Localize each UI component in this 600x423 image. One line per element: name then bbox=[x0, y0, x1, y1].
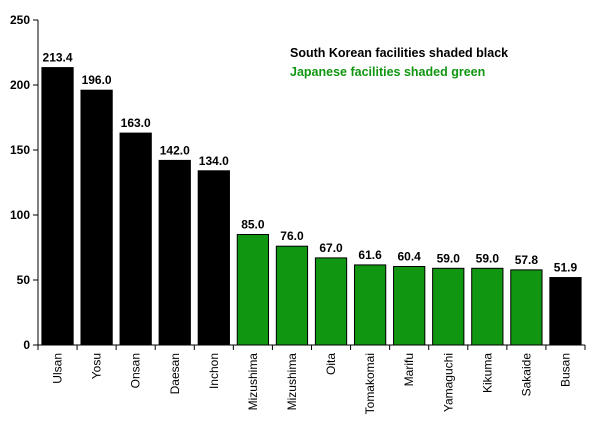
category-label: Kikuma bbox=[480, 353, 494, 393]
category-label: Marifu bbox=[402, 353, 416, 386]
data-label: 196.0 bbox=[82, 73, 112, 87]
chart-legend: South Korean facilities shaded black Jap… bbox=[290, 46, 508, 79]
chart-category-labels: Ulsan Yosu Onsan Daesan Inchon Mizushima Mizus… bbox=[51, 353, 573, 415]
data-label: 134.0 bbox=[199, 154, 229, 168]
bar-onsan bbox=[119, 132, 152, 346]
bar-inchon bbox=[197, 170, 230, 346]
y-tick-label: 100 bbox=[10, 208, 30, 222]
data-label: 57.8 bbox=[515, 253, 539, 267]
chart-axes: 0 50 100 150 200 250 bbox=[10, 13, 586, 352]
category-label: Busan bbox=[558, 353, 572, 387]
bar-mizushima bbox=[275, 245, 309, 346]
chart-data-labels: 213.4 196.0 163.0 142.0 134.0 85.0 76.0 67.0 61.… bbox=[43, 51, 578, 275]
y-tick-label: 0 bbox=[23, 338, 30, 352]
category-label: Daesan bbox=[168, 353, 182, 394]
data-label: 51.9 bbox=[554, 261, 578, 275]
bar-busan bbox=[549, 277, 582, 346]
bar-yosu bbox=[80, 89, 113, 346]
bar-yamaguchi bbox=[432, 267, 465, 346]
category-label: Ulsan bbox=[51, 353, 65, 384]
data-label: 85.0 bbox=[241, 218, 265, 232]
data-label: 67.0 bbox=[319, 241, 343, 255]
bar-tomakomai bbox=[353, 264, 387, 346]
bar-ulsan bbox=[41, 67, 74, 346]
category-label: Mizushima bbox=[246, 353, 260, 411]
category-label: Inchon bbox=[207, 353, 221, 389]
category-label: Onsan bbox=[129, 353, 143, 388]
bar-sakaide bbox=[510, 269, 543, 346]
category-label: Yosu bbox=[90, 353, 104, 379]
data-label: 60.4 bbox=[397, 249, 421, 263]
category-label: Mizushima bbox=[285, 353, 299, 411]
data-label: 163.0 bbox=[121, 116, 151, 130]
category-label: Oita bbox=[324, 353, 338, 375]
bar-daesan bbox=[158, 159, 191, 346]
legend-entry-japan: Japanese facilities shaded green bbox=[290, 65, 485, 79]
bar-marifu bbox=[393, 265, 426, 346]
bar-mizushima bbox=[236, 234, 270, 346]
y-tick-label: 150 bbox=[10, 143, 30, 157]
legend-entry-south-korea: South Korean facilities shaded black bbox=[290, 46, 508, 60]
data-label: 59.0 bbox=[437, 251, 461, 265]
category-label: Sakaide bbox=[519, 353, 533, 397]
bar-kikuma bbox=[471, 267, 504, 346]
data-label: 59.0 bbox=[476, 251, 500, 265]
bar-oita bbox=[314, 257, 348, 346]
y-tick-label: 200 bbox=[10, 78, 30, 92]
y-tick-label: 250 bbox=[10, 13, 30, 27]
category-label: Yamaguchi bbox=[441, 353, 455, 412]
category-label: Tomakomai bbox=[363, 353, 377, 414]
y-tick-label: 50 bbox=[17, 273, 31, 287]
chart-bars bbox=[41, 67, 582, 346]
data-label: 61.6 bbox=[358, 248, 382, 262]
data-label: 76.0 bbox=[280, 229, 304, 243]
data-label: 213.4 bbox=[43, 51, 73, 65]
data-label: 142.0 bbox=[160, 143, 190, 157]
